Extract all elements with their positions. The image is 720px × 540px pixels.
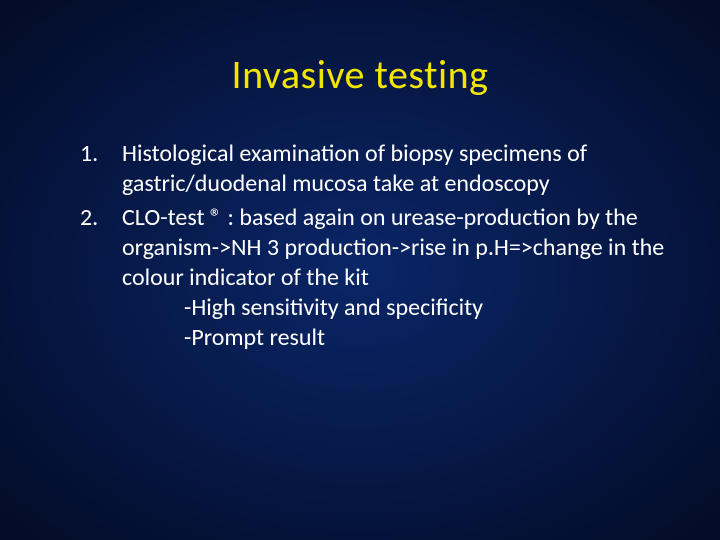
subline: -Prompt result — [184, 323, 670, 353]
slide-body-list: Histological examination of biopsy speci… — [80, 139, 670, 353]
list-item: Histological examination of biopsy speci… — [80, 139, 670, 199]
slide-title: Invasive testing — [50, 50, 670, 99]
slide: Invasive testing Histological examinatio… — [0, 0, 720, 540]
subline: -High sensitivity and specificity — [184, 293, 670, 323]
list-item-text: Histological examination of biopsy speci… — [122, 139, 587, 198]
list-item-text: CLO-test ® : based again on urease-produ… — [122, 203, 664, 292]
list-item: CLO-test ® : based again on urease-produ… — [80, 203, 670, 353]
sublines: -High sensitivity and specificity -Promp… — [122, 293, 670, 353]
